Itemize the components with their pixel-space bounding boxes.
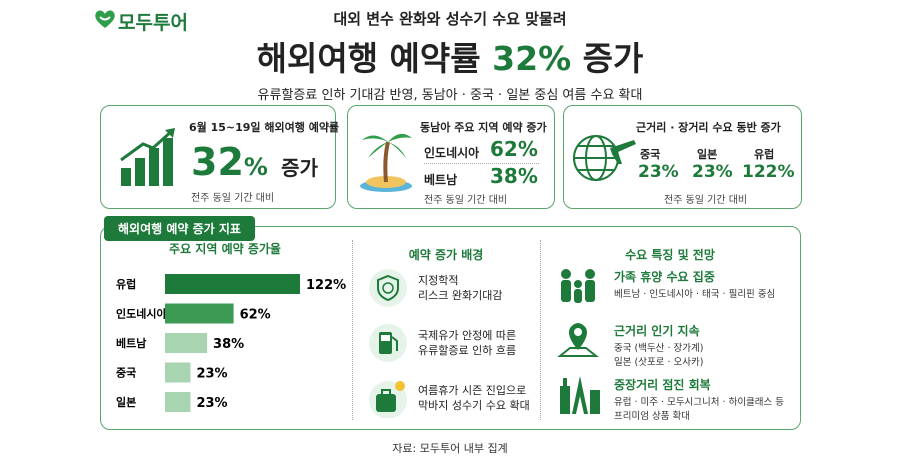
logo: 모두투어 — [118, 12, 188, 34]
value-number: 32 — [191, 140, 244, 184]
category-label: 중국 — [116, 367, 136, 380]
outlook-text: 일본 (삿포로 · 오사카) — [614, 357, 704, 368]
column-title: 수요 특징 및 전망 — [625, 248, 715, 262]
card: 근거리 · 장거리 수요 동반 증가 중국 23% 일본 23% 유럽 122%… — [563, 105, 802, 209]
item-label: 중국 — [640, 148, 661, 161]
row-value: 62% — [490, 137, 538, 161]
description: 유류할증료 인하 기대감 반영, 동남아 · 중국 · 일본 중심 여름 수요 … — [257, 88, 643, 103]
category-label: 일본 — [116, 395, 136, 409]
value-unit: % — [243, 153, 268, 181]
value-label: 122% — [306, 278, 346, 293]
icon — [369, 381, 407, 419]
globe-icon — [573, 135, 636, 181]
chart-title: 주요 지역 예약 증가율 — [169, 241, 281, 256]
icon — [368, 378, 408, 422]
palm-icon — [360, 133, 412, 192]
bar — [165, 303, 234, 324]
column-title: 예약 증가 배경 — [408, 248, 484, 262]
row-label: 베트남 — [424, 173, 458, 187]
background-text: 국제유가 안정에 따른 — [418, 329, 517, 342]
outlook-text: 중국 (백두산 · 장가계) — [614, 343, 704, 354]
outlook-title: 중장거리 점진 회복 — [614, 378, 711, 392]
divider — [352, 240, 353, 420]
item-value: 23% — [692, 162, 733, 182]
item-label: 유럽 — [754, 148, 775, 161]
title-text: 해외여행 예약률 — [256, 39, 481, 78]
row-value: 38% — [490, 164, 538, 188]
card: 6월 15~19일 해외여행 예약률 32% 증가 전주 동일 기간 대비 — [100, 105, 340, 209]
item-value: 122% — [742, 162, 795, 182]
background-text: 막바지 성수기 수요 확대 — [418, 399, 530, 412]
value-suffix: 증가 — [281, 156, 318, 180]
card: 동남아 주요 지역 예약 증가 인도네시아 62% 베트남 38% 전주 동일 … — [347, 105, 555, 209]
icon — [368, 268, 408, 312]
growth-icon — [120, 128, 175, 186]
value-label: 62% — [240, 308, 271, 323]
divider — [424, 163, 539, 164]
card-note: 전주 동일 기간 대비 — [191, 193, 275, 204]
outlook-text: 베트남 · 인도네시아 · 태국 · 필리핀 중심 — [614, 289, 776, 300]
section-box — [100, 226, 801, 430]
row-label: 인도네시아 — [424, 146, 480, 160]
logo-icon — [95, 10, 115, 28]
value-label: 38% — [213, 337, 244, 352]
outlook-text: 프리미엄 상품 확대 — [614, 411, 690, 422]
icon — [556, 266, 602, 312]
category-label: 유럽 — [116, 277, 136, 291]
subtitle: 대외 변수 완화와 성수기 수요 맞물려 — [333, 10, 567, 28]
bar — [165, 362, 191, 383]
card-note: 전주 동일 기간 대비 — [664, 195, 748, 206]
bar — [165, 392, 191, 412]
item-label: 일본 — [697, 148, 718, 161]
background-text: 지정학적 — [418, 274, 459, 287]
value-label: 23% — [196, 367, 227, 382]
divider — [540, 240, 541, 420]
icon — [369, 269, 407, 307]
background-text: 리스크 완화기대감 — [418, 289, 503, 302]
icon — [368, 323, 408, 367]
background-text: 여름휴가 시즌 진입으로 — [418, 384, 527, 397]
category-label: 인도네시아 — [116, 307, 167, 321]
item-value: 23% — [638, 162, 679, 182]
card-label: 6월 15~19일 해외여행 예약률 — [189, 121, 340, 134]
outlook-title: 근거리 인기 지속 — [614, 324, 700, 338]
value-label: 23% — [196, 396, 227, 411]
card-note: 전주 동일 기간 대비 — [424, 195, 508, 206]
outlook-text: 유럽 · 미주 · 모두시그니처 · 하이클래스 등 — [614, 397, 785, 408]
card-label: 동남아 주요 지역 예약 증가 — [420, 121, 547, 134]
icon — [557, 323, 599, 357]
bar — [165, 274, 300, 294]
icon — [369, 324, 407, 362]
icon — [560, 376, 600, 414]
bar — [165, 333, 208, 353]
title-text: 증가 — [582, 39, 644, 78]
background-text: 유류할증료 인하 흐름 — [418, 344, 517, 357]
card-label: 근거리 · 장거리 수요 동반 증가 — [636, 121, 781, 134]
title-highlight: 32% — [492, 39, 572, 78]
bar-chart: 주요 지역 예약 증가율 유럽 122% 인도네시아 62% 베트남 38% 중국 23% 일본… — [116, 241, 346, 412]
card-value: 32% 증가 — [191, 140, 318, 184]
source: 자료: 모두투어 내부 집계 — [392, 442, 508, 455]
section-tab: 해외여행 예약 증가 지표 — [104, 216, 255, 241]
icon — [561, 269, 595, 303]
title: 해외여행 예약률 32% 증가 — [0, 32, 900, 80]
category-label: 베트남 — [116, 336, 146, 350]
outlook-title: 가족 휴양 수요 집중 — [614, 270, 715, 284]
icon — [556, 320, 602, 366]
icon — [556, 374, 602, 420]
